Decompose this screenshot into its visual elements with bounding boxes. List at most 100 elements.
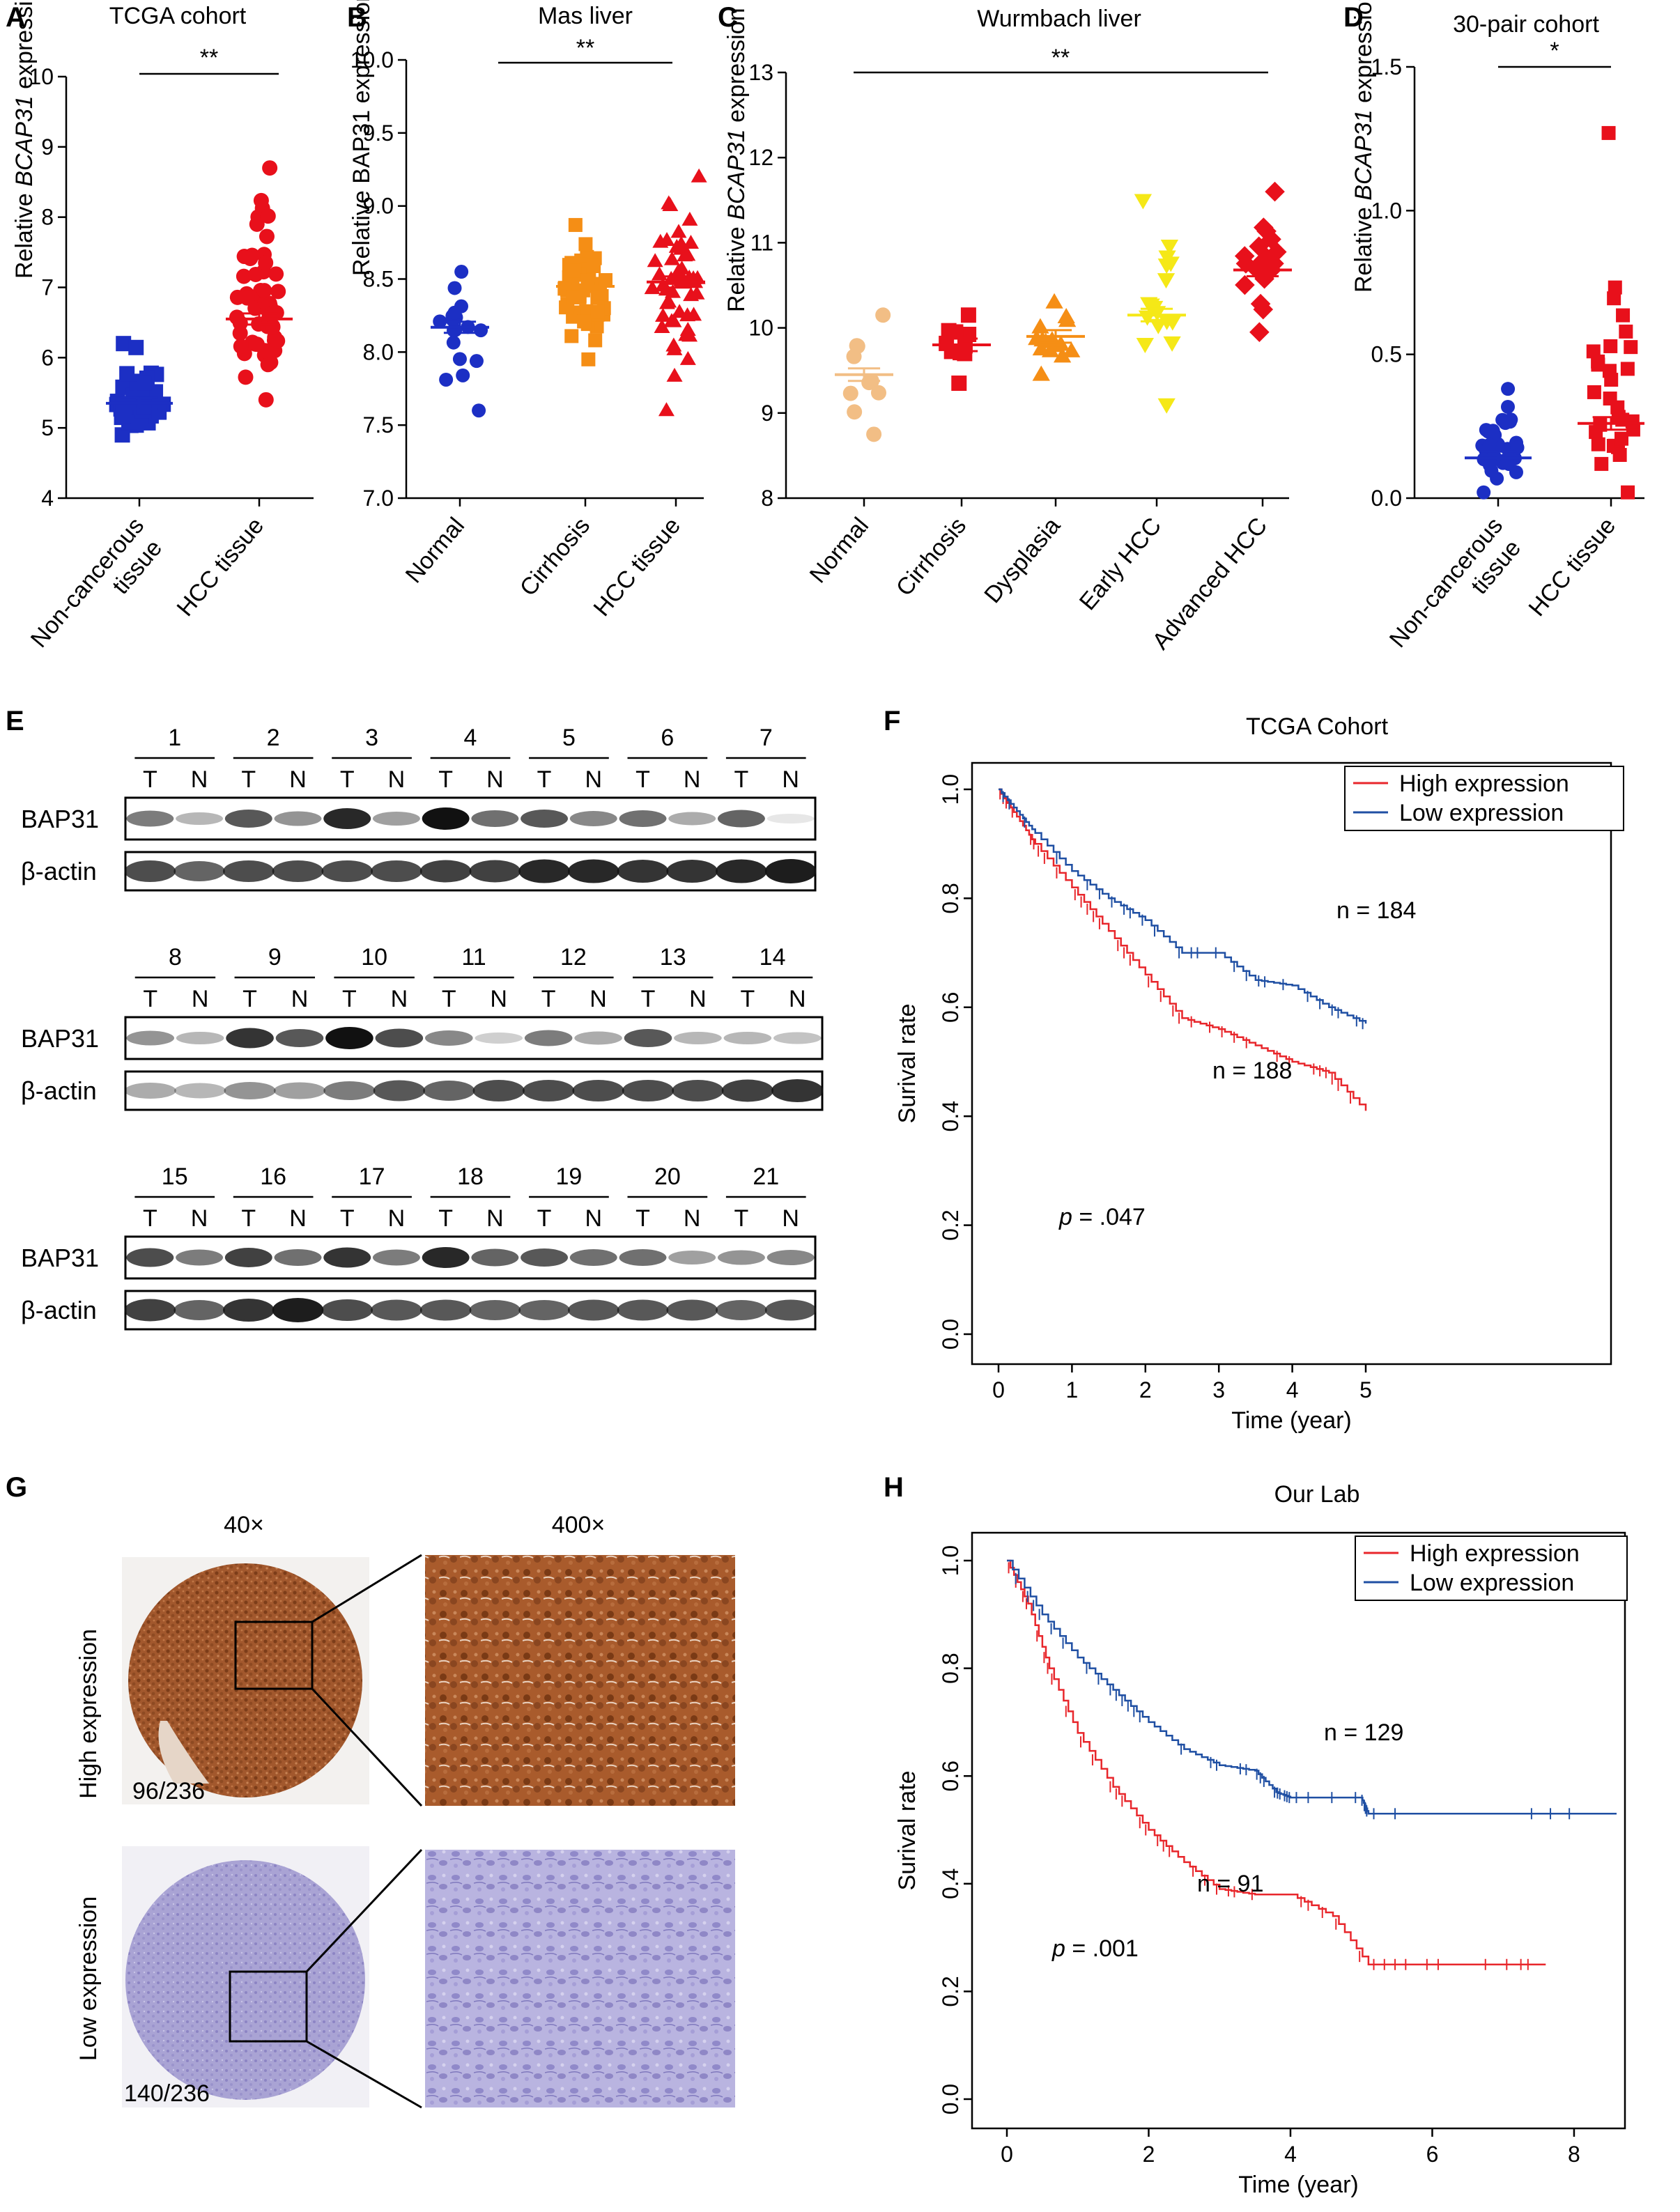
x-tick-label: 1 — [1066, 1377, 1079, 1402]
blot-band — [124, 1299, 176, 1322]
blot-band — [569, 1249, 617, 1266]
data-point — [581, 352, 596, 366]
data-point — [258, 392, 274, 408]
y-tick-label: 11 — [750, 230, 773, 255]
data-point — [1163, 336, 1181, 352]
data-point — [433, 314, 447, 329]
data-point — [456, 368, 470, 382]
blot-band — [471, 810, 519, 827]
data-point — [1053, 347, 1072, 363]
lane-number: 12 — [560, 944, 587, 970]
data-point — [665, 337, 682, 352]
blot-band — [375, 1028, 424, 1048]
panel-f-title: TCGA Cohort — [1246, 713, 1389, 740]
n-high-label: n = 188 — [1212, 1058, 1292, 1084]
data-point — [256, 283, 272, 299]
panel-b-plot: 7.0 7.5 8.0 8.5 9.0 9.5 10.0 Normal CirrhosisHCC… — [350, 47, 707, 621]
legend-box — [1344, 766, 1624, 831]
blot-band — [716, 859, 767, 883]
lane-normal-label: N — [191, 1205, 208, 1232]
data-point — [666, 367, 683, 382]
lane-number: 8 — [169, 944, 182, 970]
blot-band — [619, 810, 667, 827]
blot-band — [764, 859, 817, 883]
data-point — [469, 354, 484, 369]
blot-bap31-label: BAP31 — [21, 1244, 99, 1272]
lane-tumor-label: T — [438, 766, 453, 793]
panel-letter-d: D — [1343, 2, 1364, 33]
data-point — [1058, 311, 1077, 327]
panel-b-title: Mas liver — [538, 3, 633, 29]
blot-band — [766, 814, 815, 823]
y-axis-label: Surival rate — [894, 1004, 920, 1124]
lane-number: 9 — [268, 944, 282, 970]
data-point — [1045, 293, 1063, 309]
y-axis-label: Surival rate — [894, 1771, 920, 1891]
blot-band — [321, 1299, 373, 1321]
data-point — [1601, 125, 1616, 140]
blot-band — [323, 1081, 376, 1100]
y-tick-label: 10 — [748, 316, 773, 341]
panel-g-high-label: High expression — [75, 1629, 102, 1799]
x-tick-label: 2 — [1139, 1377, 1152, 1402]
data-point — [1032, 340, 1050, 356]
lane-normal-label: N — [589, 986, 607, 1012]
y-tick-label: 10 — [29, 64, 54, 89]
lane-number: 20 — [654, 1163, 681, 1190]
data-point — [229, 309, 245, 325]
lane-normal-label: N — [789, 986, 806, 1012]
data-point — [1589, 425, 1603, 440]
lane-tumor-label: T — [342, 986, 357, 1012]
blot-band — [274, 811, 322, 826]
lane-normal-label: N — [291, 986, 309, 1012]
blot-band — [773, 1032, 822, 1044]
lane-tumor-label: T — [442, 986, 456, 1012]
blot-band — [371, 860, 422, 882]
lane-tumor-label: T — [438, 1205, 453, 1232]
panel-letter-h: H — [884, 1472, 904, 1503]
data-point — [652, 233, 669, 248]
data-point — [1591, 357, 1605, 372]
blot-band — [716, 1300, 767, 1320]
data-point — [253, 192, 269, 208]
panel-g-low-400x-image — [425, 1850, 735, 2107]
data-point — [866, 426, 882, 442]
lane-tumor-label: T — [537, 766, 552, 793]
km-curve-low — [999, 788, 1367, 1024]
n-high-label: n = 91 — [1197, 1871, 1263, 1897]
data-point — [1500, 456, 1514, 470]
data-point — [1157, 398, 1176, 414]
lane-number: 15 — [162, 1163, 188, 1190]
lane-tumor-label: T — [734, 1205, 749, 1232]
panel-a-sig: ** — [200, 45, 218, 71]
data-point — [651, 266, 668, 281]
lane-number: 6 — [661, 725, 674, 751]
data-point — [1032, 365, 1050, 381]
data-point — [247, 266, 263, 282]
blot-band — [373, 1080, 425, 1101]
lane-tumor-label: T — [242, 986, 257, 1012]
data-point — [663, 251, 680, 265]
p-italic: p — [1051, 1935, 1065, 1962]
blot-band — [126, 810, 174, 827]
data-point — [447, 305, 462, 320]
data-point — [1162, 256, 1180, 272]
p-value: = .001 — [1065, 1935, 1139, 1962]
blot-band — [475, 1032, 523, 1044]
x-tick-label: 4 — [1284, 2142, 1297, 2167]
lane-tumor-label: T — [635, 766, 650, 793]
lane-normal-label: N — [486, 766, 504, 793]
blot-band — [275, 1029, 324, 1047]
y-tick-label: 1.0 — [938, 774, 963, 805]
data-point — [957, 346, 973, 362]
lane-tumor-label: T — [541, 986, 556, 1012]
data-point — [1586, 344, 1601, 359]
y-tick-label: 9.5 — [363, 121, 394, 146]
x-tick-label: 4 — [1286, 1377, 1299, 1402]
group-label: Cirrhosis — [891, 513, 971, 601]
blot-band — [325, 1027, 373, 1049]
data-point — [679, 350, 696, 365]
y-tick-label: 0.6 — [938, 1761, 963, 1791]
data-point — [1591, 437, 1605, 451]
